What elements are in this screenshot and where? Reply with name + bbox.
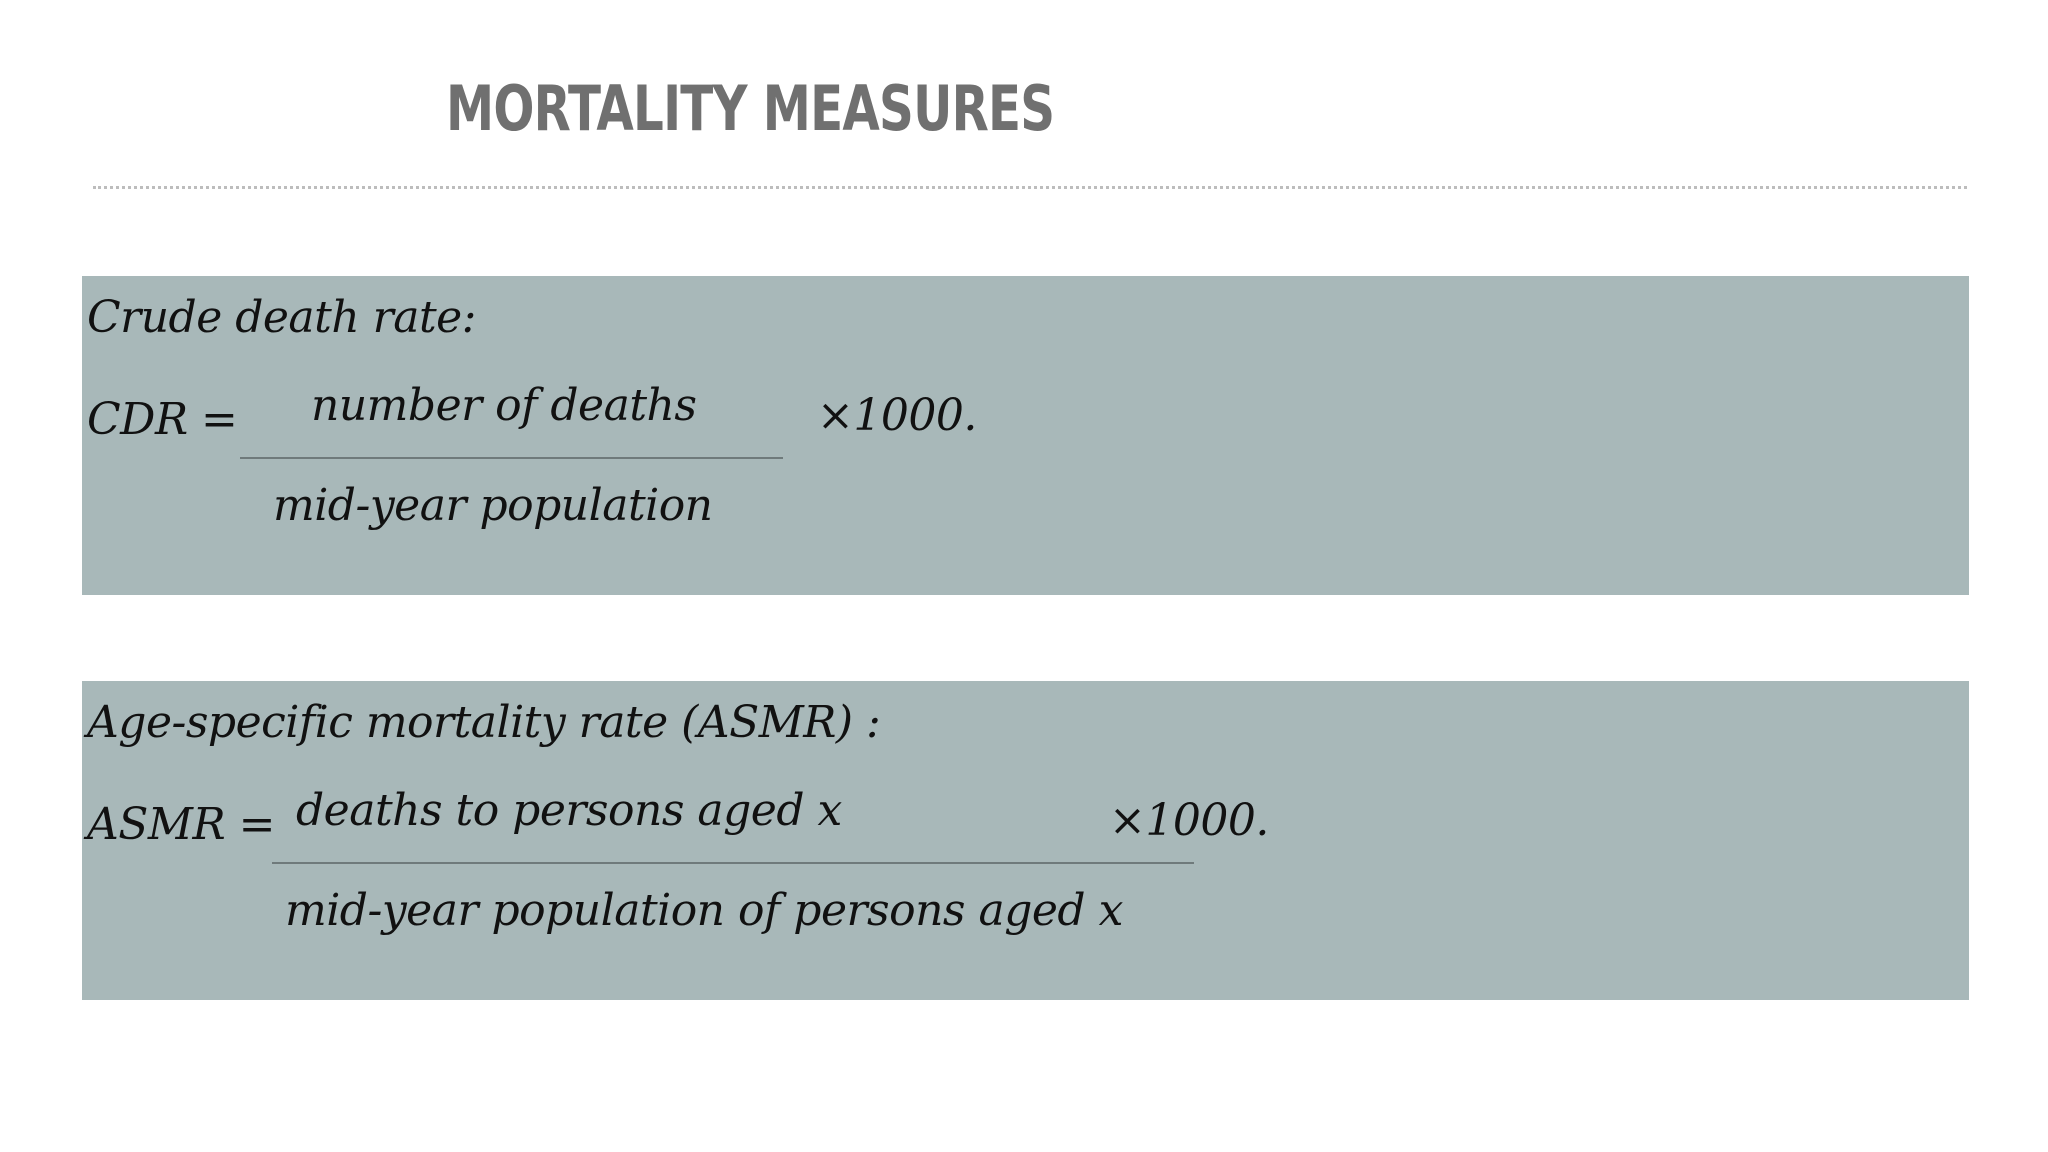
asmr-multiplier: ×1000. [1109,795,1269,846]
cdr-multiplier: ×1000. [817,390,977,441]
cdr-formula-box: Crude death rate: CDR = number of deaths… [82,276,1969,595]
title-divider [93,186,1967,189]
asmr-heading: Age-specific mortality rate (ASMR) : [87,697,881,748]
asmr-numerator: deaths to persons aged x [296,785,842,836]
asmr-denominator: mid-year population of persons aged x [285,885,1123,936]
cdr-denominator: mid-year population [273,480,713,531]
cdr-fraction-bar [240,457,783,459]
asmr-formula-box: Age-specific mortality rate (ASMR) : ASM… [82,681,1969,1000]
slide-title: MORTALITY MEASURES [446,72,1055,145]
cdr-numerator: number of deaths [311,380,697,431]
cdr-heading: Crude death rate: [87,292,476,343]
asmr-lhs: ASMR = [87,799,275,850]
cdr-lhs: CDR = [87,394,238,445]
asmr-fraction-bar [272,862,1194,864]
